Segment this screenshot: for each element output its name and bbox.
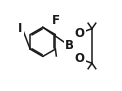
Text: F: F	[52, 14, 60, 27]
Text: B: B	[65, 39, 74, 52]
Text: O: O	[75, 27, 85, 40]
Text: I: I	[18, 22, 23, 35]
Text: O: O	[75, 52, 85, 65]
